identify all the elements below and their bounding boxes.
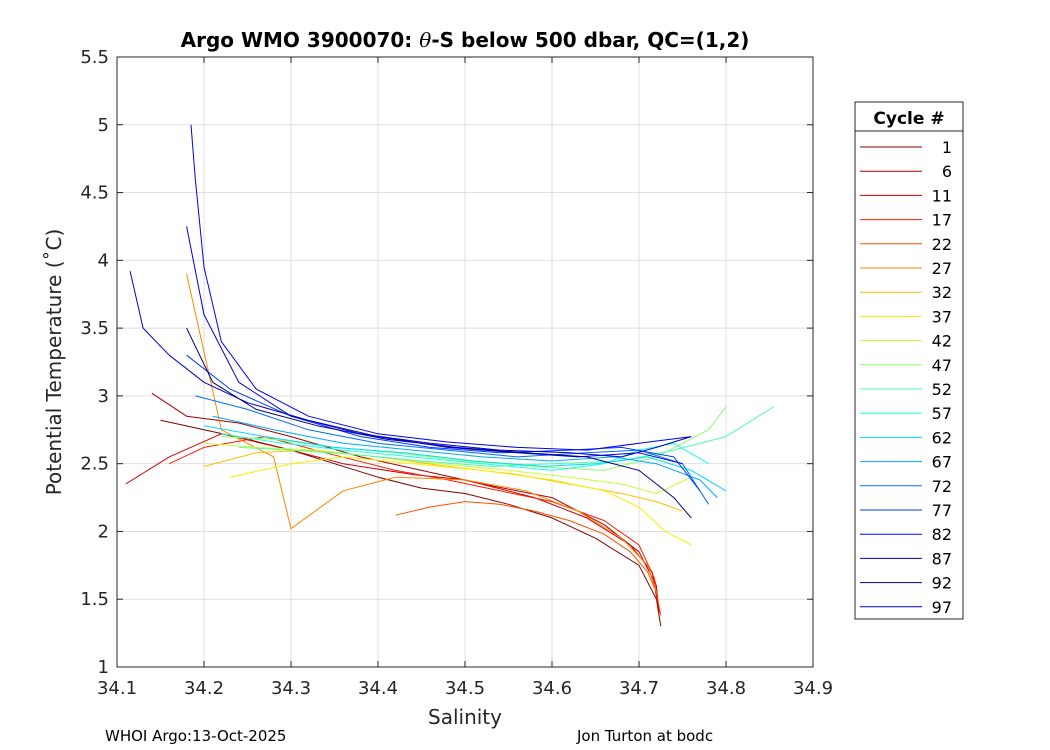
y-tick-label: 5.5 (80, 47, 109, 68)
x-tick-label: 34.2 (184, 678, 224, 699)
legend-label-cycle-47: 47 (932, 356, 952, 375)
legend-label-cycle-57: 57 (932, 404, 952, 423)
legend-label-cycle-77: 77 (932, 501, 952, 520)
y-axis-label: Potential Temperature (˚C) (42, 229, 66, 496)
series-line-cycle-42 (203, 442, 692, 494)
series-line-cycle-72 (195, 395, 710, 505)
series-line-cycle-97 (186, 226, 692, 458)
series-line-cycle-22 (395, 501, 662, 616)
legend-label-cycle-97: 97 (932, 598, 952, 617)
legend-title: Cycle # (873, 109, 944, 129)
legend-label-cycle-72: 72 (932, 477, 952, 496)
legend-label-cycle-17: 17 (932, 211, 952, 230)
footer-right: Jon Turton at bodc (576, 727, 713, 745)
y-tick-label: 4 (98, 250, 109, 271)
chart-title-prefix: Argo WMO 3900070: (181, 28, 420, 52)
y-tick-label: 4.5 (80, 183, 109, 204)
legend-label-cycle-1: 1 (942, 138, 952, 157)
series-line-cycle-67 (212, 415, 718, 498)
x-tick-label: 34.7 (619, 678, 659, 699)
series-line-cycle-62 (203, 425, 727, 492)
series-line-cycle-11 (125, 433, 659, 607)
series-group (125, 124, 775, 627)
x-tick-label: 34.3 (271, 678, 311, 699)
chart-title-theta: θ (419, 28, 431, 52)
x-tick-label: 34.9 (793, 678, 833, 699)
y-tick-label: 2.5 (80, 454, 109, 475)
series-line-cycle-6 (151, 392, 660, 613)
series-line-cycle-47 (221, 406, 727, 471)
y-tick-label: 1.5 (80, 589, 109, 610)
x-tick-label: 34.5 (445, 678, 485, 699)
x-axis-label: Salinity (428, 705, 502, 729)
y-tick-label: 3 (98, 386, 109, 407)
legend-label-cycle-11: 11 (932, 186, 952, 205)
y-tick-label: 5 (98, 115, 109, 136)
legend: Cycle # 1 6 11 17 22 27 32 37 42 47 52 57 62 67 72 77 82… (854, 101, 964, 620)
legend-label-cycle-42: 42 (932, 332, 952, 351)
y-tick-label: 1 (98, 657, 109, 678)
y-tick-label: 3.5 (80, 318, 109, 339)
x-tick-label: 34.6 (532, 678, 572, 699)
legend-label-cycle-22: 22 (932, 235, 952, 254)
series-line-cycle-57 (221, 433, 709, 471)
y-tick-label: 2 (98, 521, 109, 542)
x-tick-label: 34.4 (358, 678, 398, 699)
legend-label-cycle-32: 32 (932, 283, 952, 302)
legend-entries: 1 6 11 17 22 27 32 37 42 47 52 57 62 67 72 77 82 87 92 97 (860, 138, 952, 617)
legend-label-cycle-92: 92 (932, 574, 952, 593)
ticks: 34.1 34.2 34.3 34.4 34.5 34.6 34.7 34.8 34.911.5… (80, 47, 833, 699)
x-tick-label: 34.8 (706, 678, 746, 699)
legend-label-cycle-52: 52 (932, 380, 952, 399)
footer-left: WHOI Argo:13-Oct-2025 (105, 727, 286, 745)
series-line-cycle-82 (190, 124, 692, 451)
legend-label-cycle-82: 82 (932, 525, 952, 544)
chart-title: Argo WMO 3900070: θ-S below 500 dbar, QC… (181, 28, 750, 52)
series-line-cycle-92 (186, 327, 692, 519)
series-line-cycle-87 (129, 271, 683, 465)
chart-title-suffix: -S below 500 dbar, QC=(1,2) (431, 28, 749, 52)
series-line-cycle-77 (186, 354, 701, 492)
legend-label-cycle-62: 62 (932, 428, 952, 447)
legend-label-cycle-6: 6 (942, 162, 952, 181)
legend-label-cycle-67: 67 (932, 453, 952, 472)
legend-label-cycle-27: 27 (932, 259, 952, 278)
legend-label-cycle-87: 87 (932, 549, 952, 568)
legend-box (854, 101, 964, 620)
x-tick-label: 34.1 (97, 678, 137, 699)
legend-label-cycle-37: 37 (932, 307, 952, 326)
series-line-cycle-37 (229, 456, 692, 546)
